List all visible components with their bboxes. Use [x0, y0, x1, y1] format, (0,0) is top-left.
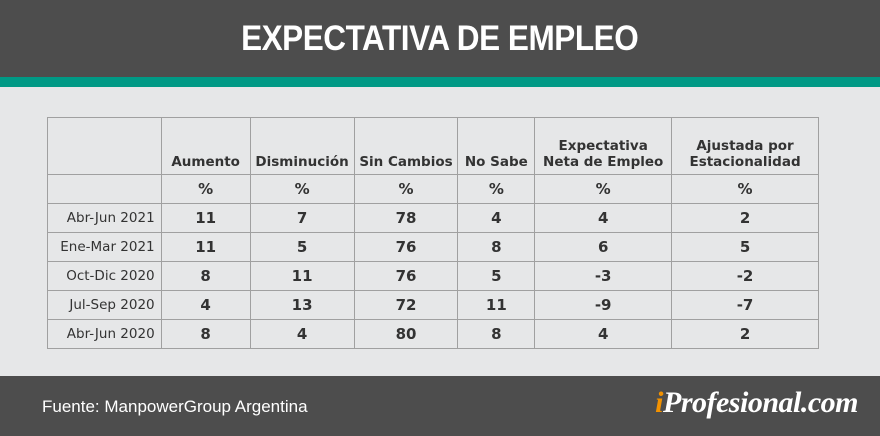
unit-cell: %	[671, 174, 819, 204]
value-cell: 8	[160, 319, 251, 349]
value-cell: 11	[249, 261, 355, 291]
value-cell: 4	[249, 319, 355, 349]
value-cell: 11	[160, 232, 251, 262]
value-cell: 8	[160, 261, 251, 291]
value-cell: 4	[457, 203, 536, 233]
value-cell: 2	[671, 319, 819, 349]
value-cell: 7	[249, 203, 355, 233]
value-cell: 76	[353, 232, 459, 262]
value-cell: 4	[534, 203, 673, 233]
value-cell: 6	[534, 232, 673, 262]
value-cell: -3	[534, 261, 673, 291]
value-cell: 11	[160, 203, 251, 233]
employment-expectation-table: Aumento Disminución Sin Cambios No Sabe …	[47, 117, 819, 349]
value-cell: 2	[671, 203, 819, 233]
table-row: Abr-Jun 2020 8 4 80 8 4 2	[47, 319, 819, 349]
unit-cell: %	[249, 174, 355, 204]
header-cell: Sin Cambios	[353, 117, 459, 175]
page-title: EXPECTATIVA DE EMPLEO	[241, 18, 639, 58]
table-row: Oct-Dic 2020 8 11 76 5 -3 -2	[47, 261, 819, 291]
unit-cell: %	[353, 174, 459, 204]
value-cell: 80	[353, 319, 459, 349]
table-row: Ene-Mar 2021 11 5 76 8 6 5	[47, 232, 819, 262]
table-row: Jul-Sep 2020 4 13 72 11 -9 -7	[47, 290, 819, 320]
header-cell: Expectativa Neta de Empleo	[534, 117, 673, 175]
period-cell: Oct-Dic 2020	[47, 261, 162, 291]
value-cell: 72	[353, 290, 459, 320]
value-cell: 4	[534, 319, 673, 349]
source-text: Fuente: ManpowerGroup Argentina	[42, 397, 308, 416]
value-cell: -7	[671, 290, 819, 320]
footer: Fuente: ManpowerGroup Argentina iProfesi…	[0, 376, 880, 436]
table-row: Abr-Jun 2021 11 7 78 4 4 2	[47, 203, 819, 233]
header-cell: Disminución	[249, 117, 355, 175]
logo-text: Profesional.com	[663, 386, 859, 419]
header-cell	[47, 117, 162, 175]
logo-i: i	[655, 386, 663, 419]
unit-cell: %	[160, 174, 251, 204]
value-cell: 13	[249, 290, 355, 320]
value-cell: -9	[534, 290, 673, 320]
unit-cell: %	[534, 174, 673, 204]
iprofesional-logo: iProfesional.com	[655, 386, 858, 420]
value-cell: 8	[457, 232, 536, 262]
accent-stripe	[0, 77, 880, 87]
header-cell: Aumento	[160, 117, 251, 175]
value-cell: 5	[249, 232, 355, 262]
value-cell: 5	[671, 232, 819, 262]
header-cell: Ajustada por Estacionalidad	[671, 117, 819, 175]
header-banner: EXPECTATIVA DE EMPLEO	[0, 0, 880, 77]
value-cell: 11	[457, 290, 536, 320]
units-row: % % % % % %	[47, 174, 819, 204]
table-header-row: Aumento Disminución Sin Cambios No Sabe …	[47, 117, 819, 175]
value-cell: 8	[457, 319, 536, 349]
value-cell: -2	[671, 261, 819, 291]
value-cell: 78	[353, 203, 459, 233]
period-cell: Jul-Sep 2020	[47, 290, 162, 320]
unit-cell: %	[457, 174, 536, 204]
unit-cell	[47, 174, 162, 204]
value-cell: 4	[160, 290, 251, 320]
value-cell: 76	[353, 261, 459, 291]
period-cell: Ene-Mar 2021	[47, 232, 162, 262]
header-cell: No Sabe	[457, 117, 536, 175]
period-cell: Abr-Jun 2020	[47, 319, 162, 349]
value-cell: 5	[457, 261, 536, 291]
period-cell: Abr-Jun 2021	[47, 203, 162, 233]
